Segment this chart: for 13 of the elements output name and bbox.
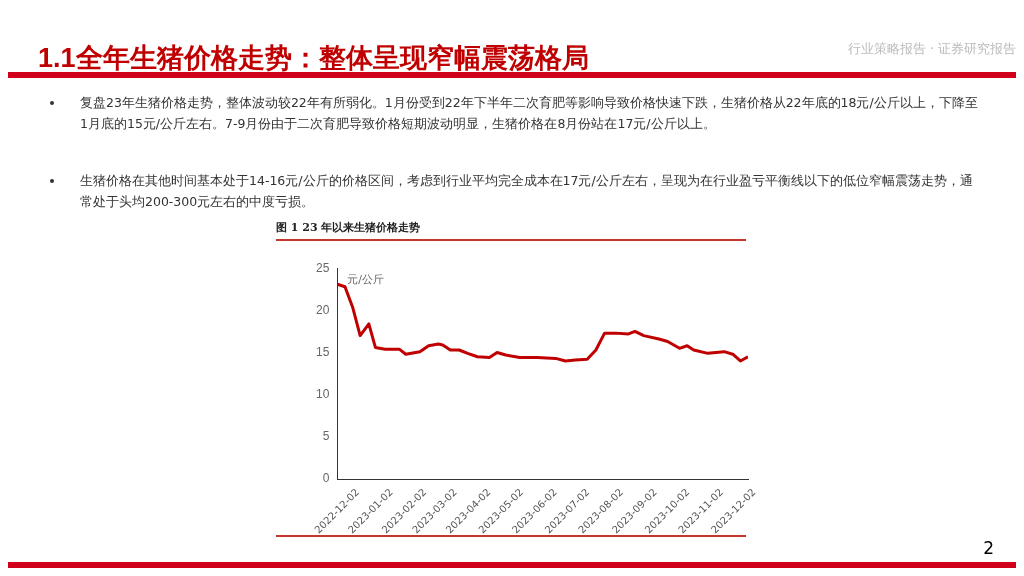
y-tick-label: 5 <box>322 429 330 444</box>
text: 生猪价格在其他时间基本处于14-16元/公斤的价格区间，考虑到行业平均完全成本在17元/公斤左右，呈现为在行业盈亏平衡线以下的低位窄幅震荡走势，通常处于头均200-300元左右的中度亏损。 <box>80 172 974 211</box>
text: 复盘23年生猪价格走势，整体波动较22年有所弱化。1月份受到22年下半年二次育肥等影响导致价格快速下跌，生猪价格从22年底的18元/公斤以上，下降至1月底的15元/公斤左右。7-9月份由于二次育肥导致价格短期波动明显，生猪价格在8月份站在17元/公斤以上。 <box>80 94 978 133</box>
y-tick-label: 25 <box>315 260 330 275</box>
chart-subtitle: 图 1 23 年以来生猪价格走势 <box>276 220 746 241</box>
y-axis-title: 元/公斤 <box>347 272 385 286</box>
y-tick-label: 0 <box>322 471 330 486</box>
y-tick-label: 20 <box>315 302 330 317</box>
text: 行业策略报告 · 证券研究报告 <box>847 40 1016 58</box>
y-tick-label: 10 <box>315 386 330 401</box>
text: 2 <box>983 538 994 558</box>
chart-title: 1.1全年生猪价格走势：整体呈现窄幅震荡格局 <box>38 42 589 75</box>
y-tick-label: 15 <box>315 344 330 359</box>
